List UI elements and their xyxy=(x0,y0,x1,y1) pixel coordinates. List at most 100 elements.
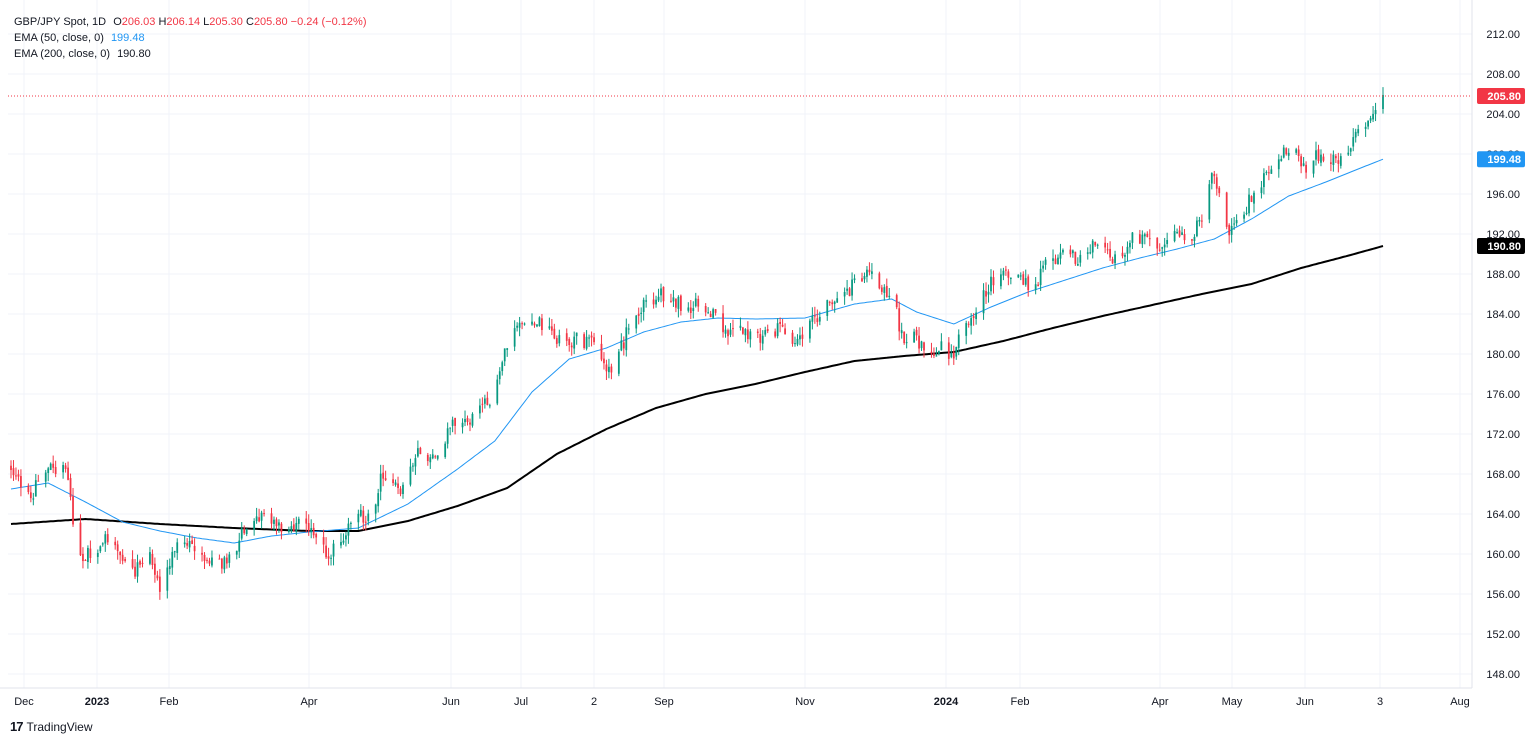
candle-body xyxy=(263,513,265,515)
candle-body xyxy=(766,329,769,332)
candle-body xyxy=(1374,110,1377,115)
candle-body xyxy=(84,560,87,562)
candle-body xyxy=(483,398,486,404)
candle-body xyxy=(253,521,256,530)
candle-body xyxy=(744,329,747,336)
candle-body xyxy=(541,318,543,331)
candle-body xyxy=(1019,275,1022,277)
tradingview-logo[interactable]: 17 TradingView xyxy=(10,719,93,734)
candle-body xyxy=(818,316,821,322)
x-tick-label: 2023 xyxy=(85,696,109,708)
candle-body xyxy=(350,522,352,524)
candle-body xyxy=(292,524,295,531)
candle-body xyxy=(570,345,573,348)
candle-body xyxy=(568,338,571,345)
candle-body xyxy=(37,480,40,482)
legend-symbol-row: GBP/JPY Spot, 1D O206.03 H206.14 L205.30… xyxy=(14,14,367,30)
ema50-price-tag-bg xyxy=(1477,151,1525,168)
candle-body xyxy=(1111,259,1114,264)
legend-high-label: H xyxy=(158,16,167,28)
legend-ema50-label[interactable]: EMA (50, close, 0) xyxy=(14,32,104,44)
candle-body xyxy=(1297,149,1300,156)
candle-body xyxy=(828,301,831,303)
candle-body xyxy=(846,288,848,291)
candle-body xyxy=(1002,270,1005,276)
candle-body xyxy=(1334,156,1337,159)
legend-close-label: C xyxy=(245,16,254,28)
candle-body xyxy=(1230,225,1233,235)
candle-body xyxy=(1121,252,1124,257)
candle-body xyxy=(781,324,784,327)
candle-body xyxy=(1191,239,1193,241)
candle-body xyxy=(412,465,414,467)
candle-body xyxy=(732,328,734,330)
candle-body xyxy=(191,540,194,545)
x-tick-label: Jun xyxy=(442,696,460,708)
candle-body xyxy=(359,509,362,516)
candle-body xyxy=(1091,240,1094,253)
tradingview-logo-icon: 17 xyxy=(10,719,24,734)
candle-body xyxy=(54,467,57,474)
ema200-price-tag-bg xyxy=(1477,238,1525,254)
candle-body xyxy=(923,342,925,351)
legend-high: 206.14 xyxy=(166,16,201,28)
last-price-tag-bg xyxy=(1477,88,1525,104)
x-tick-label: Sep xyxy=(654,696,674,708)
candle-body xyxy=(861,278,863,282)
candle-body xyxy=(498,371,501,380)
candle-body xyxy=(779,321,782,324)
candle-body xyxy=(27,485,30,492)
candle-body xyxy=(689,307,692,313)
candle-body xyxy=(898,308,901,332)
candle-body xyxy=(627,328,630,330)
candle-body xyxy=(96,552,99,557)
time-axis[interactable]: Dec 2023 Feb Apr Jun Jul 2 Sep Nov 2024 Feb Apr May J… xyxy=(0,687,1472,708)
candle-body xyxy=(228,554,231,563)
candle-body xyxy=(687,307,690,311)
candle-body xyxy=(1305,164,1307,173)
candle-body xyxy=(555,338,558,344)
candle-body xyxy=(947,342,950,359)
legend-open-label: O xyxy=(113,16,122,28)
last-price-tag: 205.80 xyxy=(1487,91,1521,103)
candle-body xyxy=(223,557,226,570)
candle-body xyxy=(32,498,35,500)
candle-body xyxy=(1143,234,1146,237)
candle-body xyxy=(1044,259,1047,265)
candle-body xyxy=(987,291,990,295)
candle-body xyxy=(193,545,196,552)
candle-body xyxy=(79,522,82,556)
candle-body xyxy=(501,362,504,372)
candle-body xyxy=(1218,187,1221,194)
candle-body xyxy=(635,315,638,329)
ema-50-layer xyxy=(10,158,1384,544)
candle-body xyxy=(722,313,724,333)
candle-body xyxy=(171,551,174,568)
candle-body xyxy=(637,313,640,316)
candle-body xyxy=(1248,194,1250,214)
candle-body xyxy=(1213,173,1216,177)
candle-body xyxy=(488,405,491,407)
candle-body xyxy=(1086,252,1089,254)
candle-body xyxy=(1074,251,1077,264)
candle-body xyxy=(62,464,64,473)
candle-body xyxy=(332,543,335,557)
candle-body xyxy=(903,331,906,344)
candle-body xyxy=(382,472,385,479)
candle-body xyxy=(1146,233,1149,237)
y-tick-label: 148.00 xyxy=(1486,669,1520,681)
candle-body xyxy=(119,552,122,556)
candle-body xyxy=(1114,254,1116,264)
candle-body xyxy=(724,329,727,334)
candle-body xyxy=(1126,246,1129,254)
legend-symbol[interactable]: GBP/JPY Spot, 1D xyxy=(14,16,107,28)
candle-body xyxy=(739,325,742,328)
candle-body xyxy=(273,519,275,524)
candle-body xyxy=(340,541,342,546)
candle-body xyxy=(536,324,538,327)
candle-body xyxy=(17,474,20,477)
tradingview-name: TradingView xyxy=(26,719,93,734)
legend-ema200-label[interactable]: EMA (200, close, 0) xyxy=(14,48,110,60)
candle-body xyxy=(1022,274,1025,285)
